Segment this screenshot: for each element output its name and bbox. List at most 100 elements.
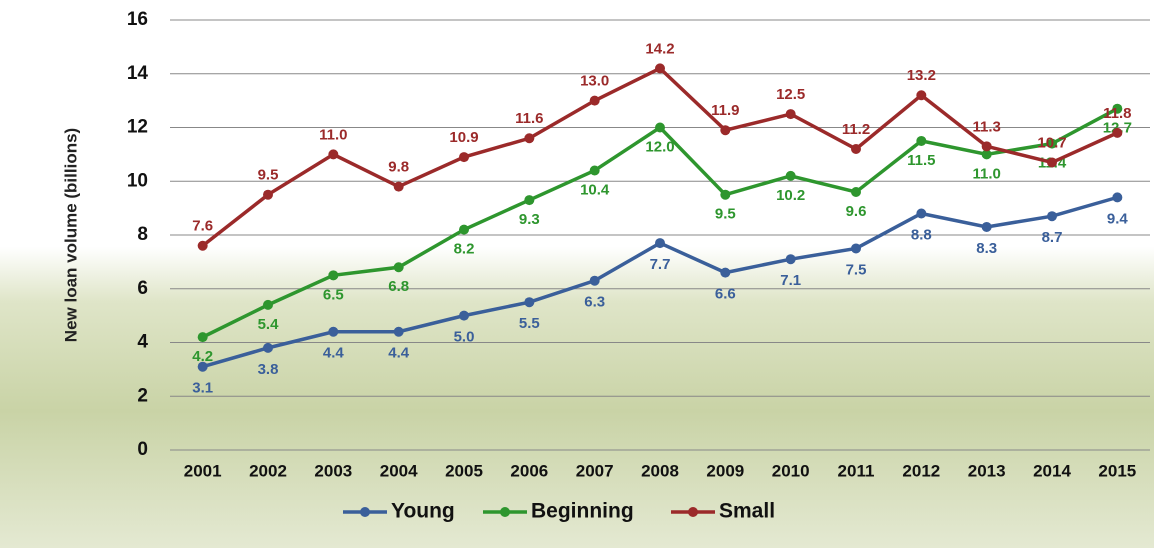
point xyxy=(1112,192,1123,203)
y-tick-label: 8 xyxy=(137,224,148,245)
point xyxy=(524,195,535,206)
point xyxy=(197,361,208,372)
x-tick-label: 2003 xyxy=(314,461,352,480)
y-tick-label: 2 xyxy=(137,385,148,406)
data-label: 6.5 xyxy=(323,286,344,303)
point xyxy=(916,90,927,101)
data-label: 9.5 xyxy=(715,206,736,223)
data-label: 11.3 xyxy=(972,118,1000,135)
x-tick-label: 2012 xyxy=(902,461,940,480)
x-tick-label: 2008 xyxy=(641,461,679,480)
data-label: 10.2 xyxy=(776,187,805,204)
point xyxy=(589,275,600,286)
x-tick-label: 2010 xyxy=(772,461,810,480)
x-tick-label: 2011 xyxy=(838,461,875,480)
legend-label: Beginning xyxy=(531,500,634,523)
legend-marker xyxy=(360,507,370,517)
point xyxy=(916,135,927,146)
data-label: 12.5 xyxy=(776,86,805,103)
point xyxy=(916,208,927,219)
legend-marker xyxy=(500,507,510,517)
point xyxy=(197,332,208,343)
point xyxy=(328,149,339,160)
data-label: 9.5 xyxy=(258,167,279,184)
data-label: 14.2 xyxy=(645,40,674,57)
data-label: 10.7 xyxy=(1037,134,1066,151)
data-label: 4.4 xyxy=(388,345,410,362)
point xyxy=(328,270,339,281)
data-label: 3.1 xyxy=(192,380,213,397)
point xyxy=(263,342,273,353)
y-tick-label: 6 xyxy=(137,278,148,299)
x-tick-label: 2004 xyxy=(380,461,418,480)
point xyxy=(785,109,796,120)
point xyxy=(720,189,731,200)
x-tick-label: 2001 xyxy=(184,461,222,480)
point xyxy=(655,63,665,74)
y-tick-label: 0 xyxy=(137,439,148,460)
point xyxy=(785,254,796,265)
x-tick-label: 2007 xyxy=(576,461,614,480)
data-label: 8.8 xyxy=(911,226,932,243)
point xyxy=(1047,157,1057,168)
point xyxy=(589,95,600,106)
data-label: 7.7 xyxy=(650,256,671,273)
point xyxy=(459,310,469,321)
data-label: 5.0 xyxy=(454,329,475,346)
point xyxy=(655,122,665,133)
point xyxy=(1112,103,1123,114)
point xyxy=(1112,127,1123,138)
point xyxy=(589,165,600,176)
legend-label: Young xyxy=(391,500,455,523)
data-label: 8.2 xyxy=(454,241,475,258)
y-tick-label: 12 xyxy=(127,117,148,138)
data-label: 10.4 xyxy=(580,181,610,198)
point xyxy=(393,326,404,337)
data-label: 13.2 xyxy=(907,67,936,84)
point xyxy=(785,170,796,181)
data-label: 7.6 xyxy=(192,218,213,235)
data-label: 6.8 xyxy=(388,278,409,295)
data-label: 9.6 xyxy=(846,203,867,220)
x-tick-label: 2006 xyxy=(510,461,548,480)
data-label: 11.2 xyxy=(842,121,870,138)
point xyxy=(981,149,992,160)
data-label: 12.0 xyxy=(645,138,674,155)
point xyxy=(393,262,404,273)
data-label: 9.4 xyxy=(1107,210,1129,227)
y-tick-label: 14 xyxy=(127,63,149,84)
point xyxy=(1047,138,1057,149)
point xyxy=(720,267,731,278)
data-label: 4.2 xyxy=(192,348,213,365)
data-label: 6.3 xyxy=(584,294,605,311)
point xyxy=(720,125,731,136)
point xyxy=(459,152,469,163)
data-label: 6.6 xyxy=(715,286,736,303)
y-axis-label: New loan volume (billions) xyxy=(61,128,80,342)
x-tick-label: 2002 xyxy=(249,461,287,480)
x-tick-label: 2015 xyxy=(1098,461,1136,480)
data-label: 5.5 xyxy=(519,315,540,332)
data-label: 11.6 xyxy=(515,110,543,127)
point xyxy=(263,299,273,310)
data-label: 3.8 xyxy=(258,361,279,378)
y-tick-label: 10 xyxy=(127,170,148,191)
data-label: 11.5 xyxy=(907,152,935,169)
point xyxy=(851,144,861,154)
data-label: 7.5 xyxy=(846,261,867,278)
legend-marker xyxy=(688,507,698,517)
data-label: 5.4 xyxy=(258,316,280,333)
data-label: 8.7 xyxy=(1042,229,1063,246)
data-label: 13.0 xyxy=(580,73,609,90)
data-label: 11.9 xyxy=(711,102,739,119)
point xyxy=(328,326,339,337)
data-label: 9.3 xyxy=(519,211,540,228)
y-tick-label: 4 xyxy=(137,332,148,353)
point xyxy=(981,141,992,152)
y-tick-label: 16 xyxy=(127,9,148,30)
point xyxy=(655,238,665,249)
data-label: 10.9 xyxy=(449,129,478,146)
x-tick-label: 2009 xyxy=(706,461,744,480)
x-tick-label: 2005 xyxy=(445,461,483,480)
